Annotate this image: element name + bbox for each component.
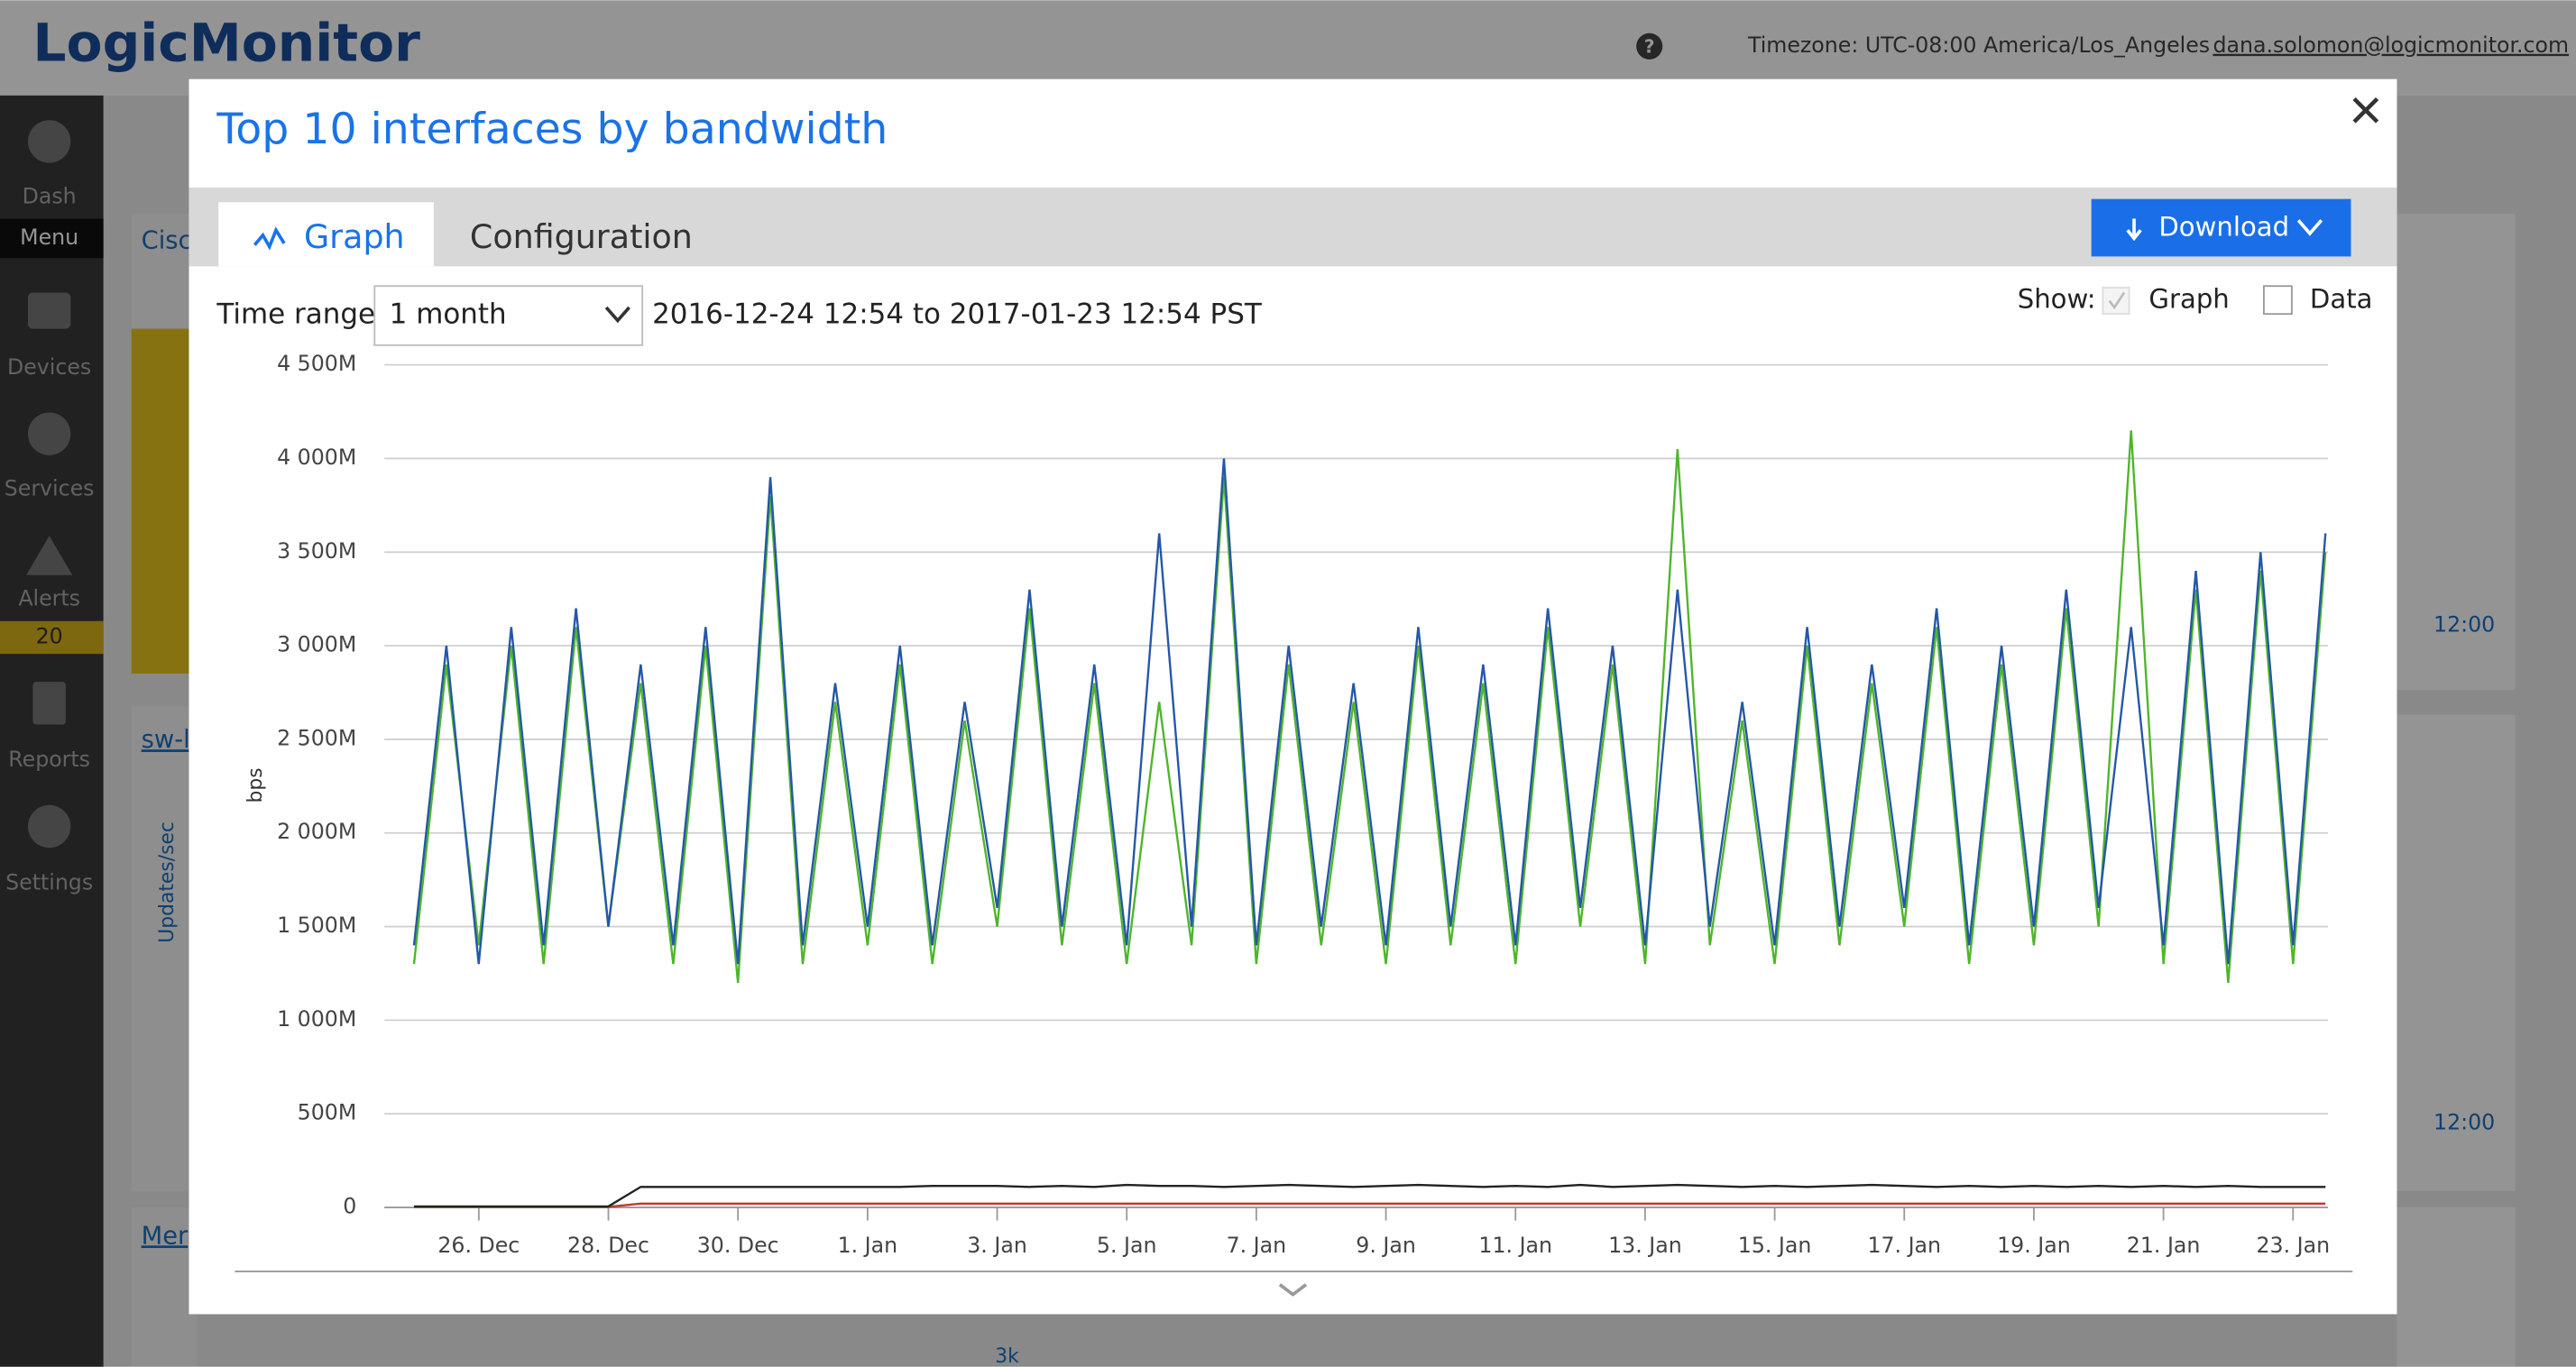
x-tick-label: 30. Dec: [697, 1233, 779, 1258]
x-tick-label: 26. Dec: [437, 1233, 520, 1258]
nav-item[interactable]: Settings: [5, 870, 93, 895]
help-text[interactable]: ?: [1644, 36, 1655, 58]
show-option[interactable]: Graph: [2148, 284, 2229, 315]
graph-icon: [253, 226, 286, 251]
nav-item[interactable]: Alerts: [18, 586, 80, 611]
show-option[interactable]: Data: [2310, 284, 2373, 315]
x-tick-label: 19. Jan: [1997, 1233, 2071, 1258]
y-tick-label: 1 500M: [277, 913, 356, 938]
x-tick-label: 7. Jan: [1227, 1233, 1287, 1258]
select-caret: [604, 306, 630, 324]
download-icon: [2126, 218, 2142, 242]
tab-active[interactable]: [218, 202, 434, 267]
y-tick-label: 2 000M: [277, 819, 356, 844]
nav-item[interactable]: Dash: [23, 183, 77, 208]
widget-title[interactable]: Cisc: [142, 227, 192, 255]
y-tick-label: 3 500M: [277, 538, 356, 564]
close-button[interactable]: [2352, 96, 2379, 124]
widget-tick: 3k: [995, 1345, 1019, 1367]
series-line: [412, 458, 2327, 965]
y-tick-label: 0: [343, 1194, 356, 1219]
x-tick-label: 28. Dec: [567, 1233, 649, 1258]
help-icon[interactable]: [1636, 32, 1663, 60]
y-axis-label: bps: [244, 767, 267, 803]
widget-time-label: 12:00: [2433, 612, 2495, 638]
y-tick-label: 500M: [298, 1100, 357, 1125]
x-tick-label: 23. Jan: [2256, 1233, 2330, 1258]
time-range-select[interactable]: [373, 285, 644, 346]
widget-status: [131, 328, 198, 674]
time-range-value[interactable]: 1 month: [390, 298, 507, 331]
widget-title[interactable]: sw-l: [142, 726, 190, 754]
checkbox[interactable]: [2102, 287, 2130, 316]
expand-chevron[interactable]: [1278, 1283, 1308, 1297]
alert-count: 20: [36, 624, 63, 649]
checkbox[interactable]: [2263, 285, 2293, 316]
x-tick-label: 11. Jan: [1478, 1233, 1552, 1258]
download-label[interactable]: Download: [2158, 211, 2289, 242]
date-range: 2016-12-24 12:54 to 2017-01-23 12:54 PST: [652, 298, 1262, 331]
tab-bar: [189, 187, 2397, 267]
series-line: [414, 1183, 2326, 1208]
timezone[interactable]: Timezone: UTC-08:00 America/Los_Angeles: [1747, 32, 2210, 58]
y-tick-label: 4 500M: [277, 351, 356, 376]
x-tick-label: 13. Jan: [1608, 1233, 1682, 1258]
x-tick-label: 21. Jan: [2127, 1233, 2201, 1258]
widget: [2397, 1207, 2516, 1367]
nav-item[interactable]: Devices: [7, 354, 91, 380]
logo[interactable]: LogicMonitor: [32, 12, 420, 73]
x-tick-label: 15. Jan: [1738, 1233, 1812, 1258]
nav-icons: [26, 120, 73, 849]
time-range-label: Time range:: [216, 298, 384, 331]
tab[interactable]: Configuration: [470, 217, 693, 256]
nav-item[interactable]: Services: [5, 476, 95, 501]
x-tick-label: 5. Jan: [1097, 1233, 1157, 1258]
x-tick-label: 3. Jan: [967, 1233, 1027, 1258]
series-line: [412, 430, 2327, 983]
nav-item[interactable]: Menu: [20, 225, 78, 250]
y-tick-label: 3 000M: [277, 632, 356, 657]
checkmark: [2108, 291, 2126, 310]
user[interactable]: dana.solomon@logicmonitor.com: [2213, 32, 2569, 58]
widget-axis-label: Updates/sec: [156, 821, 179, 943]
widget: [2397, 714, 2516, 1191]
show-label: Show:: [2018, 284, 2096, 315]
widget: [131, 1207, 198, 1367]
menu-strip: [0, 218, 104, 259]
y-tick-label: 4 000M: [277, 445, 356, 470]
plot: 0 500M 1 000M 1 500M 2 000M 2 500M 3 000M 3 500…: [277, 351, 2330, 1258]
nav-item[interactable]: Reports: [8, 747, 90, 772]
series-line: [414, 1202, 2326, 1208]
widget: [131, 706, 198, 1191]
tab[interactable]: Graph: [304, 217, 405, 256]
y-tick-label: 1 000M: [277, 1006, 356, 1032]
alert-count-strip: [0, 620, 104, 655]
x-tick-label: 17. Jan: [1867, 1233, 1941, 1258]
y-tick-label: 2 500M: [277, 725, 356, 750]
widget: [2397, 214, 2516, 691]
widget-time-label: 12:00: [2433, 1110, 2495, 1135]
x-tick-label: 9. Jan: [1356, 1233, 1416, 1258]
modal-title: Top 10 interfaces by bandwidth: [216, 105, 888, 154]
download-caret: [2296, 219, 2323, 236]
x-tick-label: 1. Jan: [838, 1233, 898, 1258]
widget-title[interactable]: Mer: [142, 1222, 189, 1250]
